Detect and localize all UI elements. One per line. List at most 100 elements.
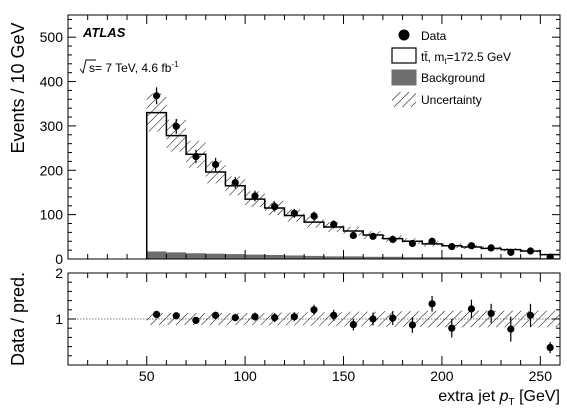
data-point [271, 203, 279, 211]
ratio-point [172, 312, 180, 320]
ratio-point [526, 311, 535, 319]
main-x-axis [67, 15, 561, 259]
background-histogram [146, 251, 560, 259]
main-y-tick-label: 100 [40, 207, 64, 223]
main-y-tick-label: 400 [40, 74, 64, 90]
main-y-axis: 0 100 200 300 400 500 [40, 18, 560, 267]
background-bar [402, 257, 423, 259]
ratio-point [448, 324, 456, 332]
background-bar [363, 256, 383, 259]
ratio-point [349, 320, 357, 329]
ratio-point [152, 310, 161, 318]
data-point [428, 237, 436, 245]
data-point [251, 192, 259, 200]
background-bar [304, 255, 324, 259]
ratio-y-tick-label: 2 [55, 265, 63, 281]
legend-uncertainty-swatch [392, 92, 416, 107]
legend: Data tt̄, mt=172.5 GeV Background Uncert… [391, 29, 511, 107]
ratio-point [369, 315, 377, 323]
main-y-tick-label: 300 [40, 118, 64, 134]
main-y-axis-label: Events / 10 GeV [8, 22, 28, 153]
data-point [231, 179, 239, 187]
background-bar [146, 251, 167, 259]
data-points [152, 87, 554, 259]
ratio-y-axis: 12 [55, 265, 560, 366]
ratio-point [212, 311, 220, 319]
ratio-y-axis-label: Data / pred. [8, 272, 28, 366]
energy-label-text: s= 7 TeV, 4.6 fb-1 [89, 60, 179, 75]
background-bar [166, 252, 187, 259]
x-tick-label: 100 [233, 368, 257, 384]
ratio-point [251, 313, 259, 321]
ttbar-histogram [145, 111, 560, 259]
data-point [172, 122, 180, 130]
sqrt-symbol [79, 59, 96, 75]
legend-ttbar-swatch [391, 47, 417, 64]
legend-uncertainty-label: Uncertainty [421, 93, 482, 107]
legend-data-label: Data [421, 29, 447, 43]
ratio-x-axis: 50 100 150 200 250 [67, 273, 561, 384]
background-bar [284, 255, 305, 259]
background-bar [481, 257, 501, 259]
data-point [467, 242, 476, 250]
background-bar [225, 254, 246, 259]
ratio-point [310, 306, 318, 314]
energy-label: s= 7 TeV, 4.6 fb-1 [79, 59, 179, 75]
ratio-uncertainty-bin [146, 313, 167, 325]
ratio-point [408, 321, 416, 329]
ratio-point [290, 313, 298, 321]
legend-background-label: Background [421, 71, 485, 85]
data-point [330, 220, 338, 228]
data-point [152, 92, 161, 100]
legend-background-swatch [391, 69, 417, 86]
data-point [212, 160, 220, 169]
background-bar [441, 257, 462, 259]
main-y-tick-label: 0 [55, 251, 63, 267]
data-point [192, 152, 200, 161]
ratio-point [231, 314, 239, 322]
data-point [290, 209, 298, 217]
ttbar-step-line [145, 111, 560, 259]
background-bar [186, 253, 206, 259]
ratio-data-points [152, 296, 554, 354]
x-tick-label: 50 [139, 368, 155, 384]
ratio-point [507, 325, 515, 333]
background-bar [520, 257, 541, 259]
main-plot-frame [67, 14, 561, 260]
background-bar [461, 257, 482, 259]
background-bar [343, 256, 364, 259]
ratio-uncertainty-bin [540, 310, 560, 328]
background-bar [245, 254, 265, 259]
data-point [507, 248, 515, 256]
ratio-point [389, 314, 397, 322]
ratio-point [428, 300, 436, 308]
background-bar [323, 256, 344, 259]
data-point [389, 235, 397, 244]
background-bar [500, 257, 521, 259]
ratio-point [487, 309, 495, 318]
ratio-point [467, 305, 476, 313]
legend-data-marker [398, 29, 410, 41]
legend-ttbar-label: tt̄, mt=172.5 GeV [421, 50, 511, 66]
x-axis-label: extra jet pT [GeV] [438, 388, 560, 408]
background-bar [422, 257, 442, 259]
experiment-label: ATLAS [82, 25, 126, 40]
ratio-point [546, 343, 554, 352]
data-point [546, 253, 554, 259]
data-point [448, 242, 456, 251]
background-bar [264, 255, 285, 259]
x-tick-label: 250 [529, 368, 553, 384]
x-tick-label: 200 [430, 368, 454, 384]
ratio-point [192, 316, 200, 324]
data-point [310, 212, 318, 220]
background-bar [382, 256, 403, 259]
main-y-tick-label: 200 [40, 162, 64, 178]
x-tick-label: 150 [332, 368, 356, 384]
data-point [349, 231, 357, 240]
data-point [526, 247, 535, 255]
ratio-y-tick-label: 1 [55, 311, 63, 327]
ratio-point [271, 314, 279, 322]
ratio-point [330, 311, 338, 319]
data-point [487, 244, 495, 252]
